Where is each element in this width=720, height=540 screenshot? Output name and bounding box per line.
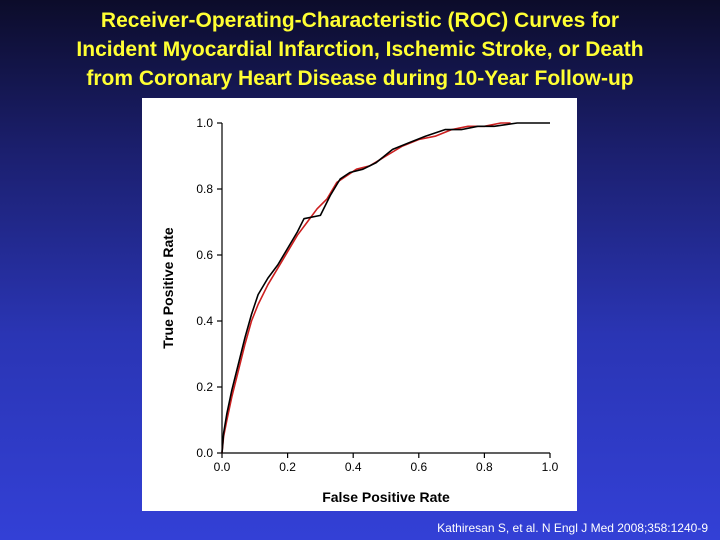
- series-layer: [221, 122, 550, 454]
- slide-title-line-1: Receiver-Operating-Characteristic (ROC) …: [100, 9, 620, 32]
- x-tick-label: 0.4: [345, 460, 362, 474]
- slide-title-line-2: Incident Myocardial Infarction, Ischemic…: [76, 38, 644, 61]
- roc-series-1-line: [221, 122, 511, 454]
- y-tick-label: 0.4: [196, 314, 213, 328]
- axes: [217, 122, 551, 458]
- citation: Kathiresan S, et al. N Engl J Med 2008;3…: [437, 521, 708, 535]
- slide-title: Receiver-Operating-Characteristic (ROC) …: [0, 6, 720, 93]
- y-tick-label: 1.0: [196, 116, 213, 130]
- slide-title-line-3: from Coronary Heart Disease during 10-Ye…: [86, 67, 634, 90]
- x-tick-label: 1.0: [542, 460, 559, 474]
- x-tick-label: 0.0: [214, 460, 231, 474]
- y-tick-label: 0.2: [196, 380, 213, 394]
- x-axis-title: False Positive Rate: [322, 489, 450, 505]
- x-tick-label: 0.2: [279, 460, 296, 474]
- y-axis-title: True Positive Rate: [160, 227, 176, 349]
- roc-chart-panel: 0.0 0.2 0.4 0.6 0.8 1.0 0.0 0.2 0.4 0.6 0.8 1.0 Fals…: [142, 98, 577, 511]
- y-tick-label: 0.8: [196, 182, 213, 196]
- x-tick-label: 0.8: [476, 460, 493, 474]
- y-tick-label: 0.0: [196, 446, 213, 460]
- labels-layer: 0.0 0.2 0.4 0.6 0.8 1.0 0.0 0.2 0.4 0.6 0.8 1.0 Fals…: [160, 116, 559, 505]
- roc-series-2-line: [221, 122, 550, 454]
- roc-chart: 0.0 0.2 0.4 0.6 0.8 1.0 0.0 0.2 0.4 0.6 0.8 1.0 Fals…: [160, 116, 559, 505]
- y-tick-label: 0.6: [196, 248, 213, 262]
- x-tick-label: 0.6: [410, 460, 427, 474]
